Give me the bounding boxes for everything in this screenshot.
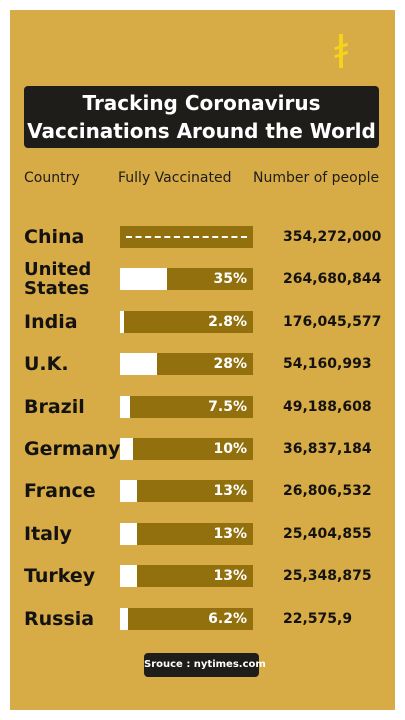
people-count: 22,575,9 xyxy=(283,610,353,627)
vaccination-bar-fill xyxy=(120,310,124,333)
vaccination-bar-fill xyxy=(120,522,138,545)
country-label: France xyxy=(24,480,96,503)
country-label: United States xyxy=(24,260,91,298)
country-label: Brazil xyxy=(24,395,85,418)
chart-row: Brazil 7.5% 49,188,608 xyxy=(0,388,405,428)
country-label: Russia xyxy=(24,607,95,630)
chart-row: China 354,272,000 xyxy=(0,218,405,258)
chart-row: France 13% 26,806,532 xyxy=(0,472,405,512)
percent-label: 10% xyxy=(213,441,247,457)
chart-title-line-2: Vaccinations Around the World xyxy=(27,119,376,143)
people-count: 176,045,577 xyxy=(283,313,382,330)
no-data-dash xyxy=(126,236,247,238)
chart-title-line-1: Tracking Coronavirus xyxy=(82,91,321,115)
percent-label: 2.8% xyxy=(208,313,247,330)
vaccination-bar-fill xyxy=(120,353,158,376)
people-count: 26,806,532 xyxy=(283,483,372,500)
country-label: Germany xyxy=(24,438,121,460)
source-badge: Srouce : nytimes.com xyxy=(144,653,266,677)
vaccination-bar xyxy=(120,226,253,248)
chart-title: Tracking Coronavirus Vaccinations Around… xyxy=(24,86,379,148)
vaccination-bar: 35% xyxy=(120,268,253,291)
chart-row: United States 35% 264,680,844 xyxy=(0,260,405,300)
percent-label: 6.2% xyxy=(208,610,247,627)
vaccination-bar: 13% xyxy=(120,480,253,503)
percent-label: 13% xyxy=(213,525,247,542)
chart-row: Russia 6.2% 22,575,9 xyxy=(0,600,405,640)
people-count: 36,837,184 xyxy=(283,441,372,457)
header-country: Country xyxy=(24,170,80,186)
country-label: U.K. xyxy=(24,353,69,376)
people-count: 25,348,875 xyxy=(283,568,372,585)
vaccination-bar: 7.5% xyxy=(120,395,253,418)
vaccination-bar-fill xyxy=(120,565,138,588)
vaccination-bar-fill xyxy=(120,480,138,503)
vaccination-bar: 13% xyxy=(120,565,253,588)
percent-label: 13% xyxy=(213,568,247,585)
chart-row: Italy 13% 25,404,855 xyxy=(0,515,405,555)
vaccination-bar-fill xyxy=(120,607,129,630)
people-count: 54,160,993 xyxy=(283,356,372,373)
chart-row: Germany 10% 36,837,184 xyxy=(0,430,405,470)
people-count: 25,404,855 xyxy=(283,525,372,542)
country-label-line: United xyxy=(24,259,92,281)
vaccination-bar-fill xyxy=(120,438,134,460)
percent-label: 28% xyxy=(213,356,247,373)
chart-row: India 2.8% 176,045,577 xyxy=(0,303,405,343)
country-label: Turkey xyxy=(24,565,96,588)
percent-label: 13% xyxy=(213,483,247,500)
chart-row: U.K. 28% 54,160,993 xyxy=(0,345,405,385)
country-label: India xyxy=(24,310,78,333)
country-label-line: States xyxy=(24,278,90,300)
people-count: 264,680,844 xyxy=(283,271,382,288)
country-label: Italy xyxy=(24,522,72,545)
percent-label: 35% xyxy=(213,271,247,288)
percent-label: 7.5% xyxy=(208,398,247,415)
header-fully-vaccinated: Fully Vaccinated xyxy=(118,170,232,186)
vaccination-bar: 2.8% xyxy=(120,310,253,333)
vaccination-bar-fill xyxy=(120,268,167,291)
vaccination-bar: 6.2% xyxy=(120,607,253,630)
country-label: China xyxy=(24,226,85,248)
brand-logo xyxy=(334,34,349,68)
header-number-of-people: Number of people xyxy=(253,170,380,186)
vaccination-bar: 10% xyxy=(120,438,253,460)
vaccination-bar-fill xyxy=(120,395,130,418)
people-count: 49,188,608 xyxy=(283,398,372,415)
vaccination-bar: 28% xyxy=(120,353,253,376)
vaccination-bar: 13% xyxy=(120,522,253,545)
chart-row: Turkey 13% 25,348,875 xyxy=(0,557,405,597)
people-count: 354,272,000 xyxy=(283,229,382,245)
